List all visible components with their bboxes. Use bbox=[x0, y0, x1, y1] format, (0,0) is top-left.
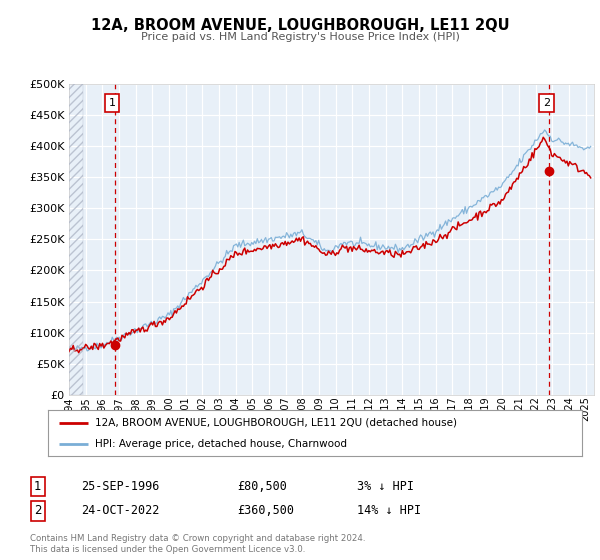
Text: 14% ↓ HPI: 14% ↓ HPI bbox=[357, 504, 421, 517]
Text: Contains HM Land Registry data © Crown copyright and database right 2024.: Contains HM Land Registry data © Crown c… bbox=[30, 534, 365, 543]
Text: HPI: Average price, detached house, Charnwood: HPI: Average price, detached house, Char… bbox=[95, 439, 347, 449]
Text: 25-SEP-1996: 25-SEP-1996 bbox=[81, 480, 160, 493]
Text: 1: 1 bbox=[109, 97, 115, 108]
Text: This data is licensed under the Open Government Licence v3.0.: This data is licensed under the Open Gov… bbox=[30, 545, 305, 554]
Text: 12A, BROOM AVENUE, LOUGHBOROUGH, LE11 2QU: 12A, BROOM AVENUE, LOUGHBOROUGH, LE11 2Q… bbox=[91, 18, 509, 33]
Text: 2: 2 bbox=[543, 97, 550, 108]
Text: £360,500: £360,500 bbox=[237, 504, 294, 517]
Text: 12A, BROOM AVENUE, LOUGHBOROUGH, LE11 2QU (detached house): 12A, BROOM AVENUE, LOUGHBOROUGH, LE11 2Q… bbox=[95, 418, 457, 428]
Text: Price paid vs. HM Land Registry's House Price Index (HPI): Price paid vs. HM Land Registry's House … bbox=[140, 32, 460, 42]
Text: 24-OCT-2022: 24-OCT-2022 bbox=[81, 504, 160, 517]
Text: £80,500: £80,500 bbox=[237, 480, 287, 493]
Text: 1: 1 bbox=[34, 480, 41, 493]
Text: 2: 2 bbox=[34, 504, 41, 517]
Text: 3% ↓ HPI: 3% ↓ HPI bbox=[357, 480, 414, 493]
